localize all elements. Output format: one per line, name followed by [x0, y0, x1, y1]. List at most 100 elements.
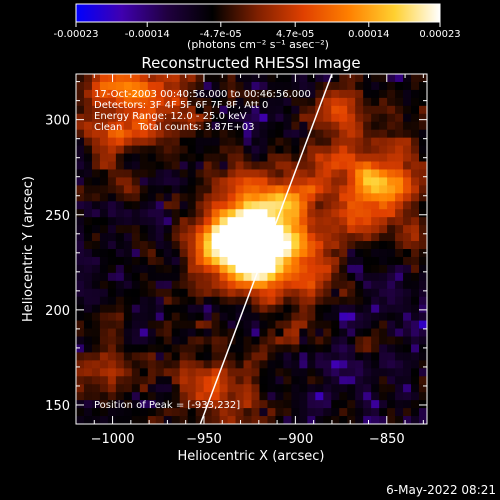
heatmap-cell: [179, 89, 189, 99]
heatmap-cell: [203, 416, 213, 424]
heatmap-cell: [275, 225, 285, 234]
heatmap-cell: [355, 241, 364, 250]
heatmap-cell: [339, 74, 348, 83]
heatmap-cell: [283, 408, 292, 417]
heatmap-cell: [203, 392, 213, 401]
heatmap-cell: [235, 81, 245, 91]
heatmap-cell: [395, 328, 404, 338]
heatmap-cell: [187, 384, 197, 393]
heatmap-cell: [275, 384, 285, 393]
heatmap-cell: [227, 296, 237, 306]
heatmap-cell: [107, 169, 117, 179]
heatmap-cell: [307, 225, 316, 234]
y-tick-label: 150: [45, 399, 70, 414]
heatmap-cell: [139, 209, 149, 218]
heatmap-cell: [315, 352, 324, 361]
heatmap-cell: [363, 264, 372, 274]
heatmap-cell: [267, 97, 277, 107]
heatmap-cell: [147, 280, 157, 290]
heatmap-cell: [331, 161, 340, 171]
heatmap-cell: [235, 137, 245, 147]
heatmap-cell: [139, 145, 149, 155]
heatmap-cell: [99, 328, 109, 338]
annotation-clean-counts: Clean Total counts: 3.87E+03: [94, 122, 254, 133]
heatmap-cell: [195, 328, 205, 338]
heatmap-cell: [259, 241, 269, 250]
heatmap-cell: [76, 137, 85, 147]
heatmap-cell: [299, 129, 308, 139]
heatmap-cell: [387, 129, 396, 139]
heatmap-cell: [275, 193, 285, 202]
heatmap-cell: [115, 296, 125, 306]
heatmap-cell: [347, 81, 356, 91]
heatmap-cell: [219, 113, 229, 123]
heatmap-cell: [91, 145, 101, 155]
heatmap-cell: [267, 177, 277, 186]
heatmap-cell: [155, 233, 165, 242]
heatmap-cell: [403, 400, 412, 409]
heatmap-cell: [331, 153, 340, 163]
heatmap-cell: [83, 217, 93, 226]
heatmap-cell: [315, 225, 324, 234]
heatmap-cell: [115, 280, 125, 290]
heatmap-cell: [323, 225, 332, 234]
heatmap-cell: [243, 145, 253, 155]
heatmap-cell: [179, 312, 189, 322]
heatmap-cell: [99, 177, 109, 186]
heatmap-cell: [115, 105, 125, 115]
heatmap-cell: [115, 177, 125, 186]
heatmap-cell: [307, 360, 316, 369]
heatmap-cell: [259, 121, 269, 131]
heatmap-cell: [179, 296, 189, 306]
heatmap-cell: [155, 145, 165, 155]
heatmap-cell: [267, 113, 277, 123]
heatmap-cell: [219, 312, 229, 322]
heatmap-cell: [163, 304, 173, 314]
heatmap-cell: [163, 145, 173, 155]
heatmap-cell: [259, 328, 269, 338]
heatmap-cell: [227, 233, 237, 242]
heatmap-cell: [179, 408, 189, 417]
heatmap-cell: [76, 74, 85, 83]
heatmap-cell: [243, 193, 253, 202]
heatmap-cell: [403, 145, 412, 155]
heatmap-cell: [251, 129, 261, 139]
heatmap-cell: [203, 233, 213, 242]
heatmap-cell: [91, 320, 101, 330]
heatmap-cell: [107, 280, 117, 290]
heatmap-cell: [259, 296, 269, 306]
heatmap-cell: [259, 145, 269, 155]
heatmap-cell: [299, 185, 308, 194]
heatmap-cell: [211, 161, 221, 171]
heatmap-cell: [123, 280, 133, 290]
heatmap-cell: [283, 264, 292, 274]
heatmap-cell: [203, 209, 213, 218]
heatmap-cell: [259, 256, 269, 266]
heatmap-cell: [267, 376, 277, 385]
heatmap-cell: [91, 256, 101, 266]
heatmap-cell: [219, 97, 229, 107]
heatmap-cell: [123, 320, 133, 330]
heatmap-cell: [131, 256, 141, 266]
heatmap-cell: [115, 368, 125, 377]
heatmap-cell: [403, 392, 412, 401]
heatmap-cell: [363, 256, 372, 266]
heatmap-cell: [123, 376, 133, 385]
heatmap-cell: [419, 169, 427, 179]
heatmap-cell: [339, 177, 348, 186]
heatmap-cell: [76, 193, 85, 202]
heatmap-cell: [235, 249, 245, 258]
heatmap-cell: [371, 296, 380, 306]
heatmap-cell: [251, 360, 261, 369]
heatmap-cell: [211, 121, 221, 131]
heatmap-cell: [219, 129, 229, 139]
heatmap-cell: [307, 97, 316, 107]
heatmap-cell: [395, 312, 404, 322]
heatmap-cell: [243, 161, 253, 171]
heatmap-cell: [235, 336, 245, 346]
heatmap-cell: [179, 145, 189, 155]
heatmap-cell: [275, 264, 285, 274]
heatmap-cell: [371, 97, 380, 107]
heatmap-cell: [203, 177, 213, 186]
heatmap-cell: [139, 312, 149, 322]
